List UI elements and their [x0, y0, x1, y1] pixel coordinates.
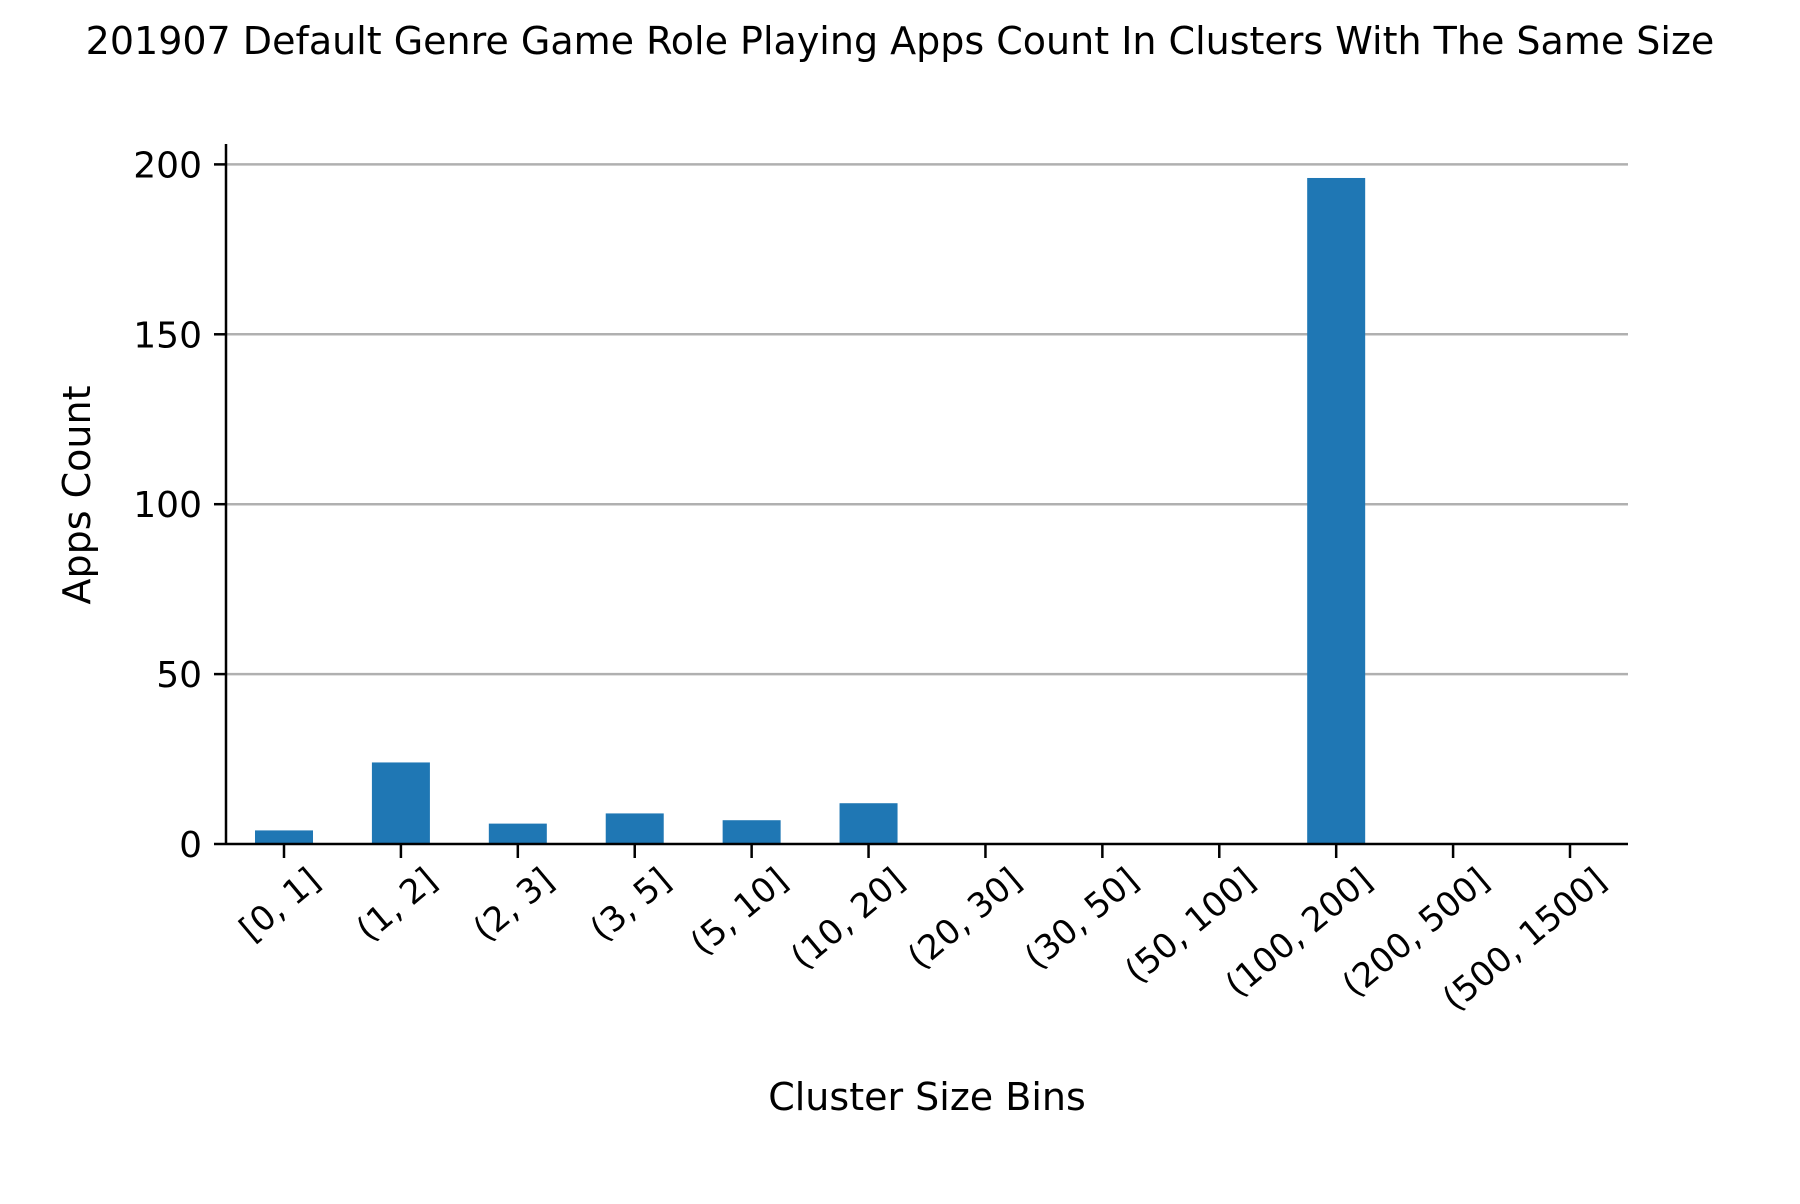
y-tick-label-4: 200 — [133, 145, 202, 186]
x-tick-label-0: [0, 1] — [232, 860, 328, 949]
x-axis-label: Cluster Size Bins — [768, 1075, 1086, 1119]
chart-title: 201907 Default Genre Game Role Playing A… — [86, 19, 1715, 63]
bar-0 — [255, 830, 313, 844]
bar-5 — [839, 803, 898, 844]
bar-9 — [1307, 177, 1366, 844]
y-tick-label-1: 50 — [156, 655, 202, 696]
y-tick-label-3: 150 — [133, 315, 202, 356]
x-tick-label-6: (20, 30] — [900, 860, 1029, 977]
bar-4 — [722, 820, 781, 844]
y-axis-label: Apps Count — [55, 386, 99, 605]
x-ticks: [0, 1] (1, 2] (2, 3] (3, 5] (5, 10](10, 20](… — [232, 844, 1614, 1019]
y-ticks: 0 50 100 150 200 — [133, 145, 226, 866]
bar-3 — [605, 813, 664, 844]
bars — [255, 177, 1366, 844]
axes — [224, 144, 1628, 846]
x-tick-label-5: (10, 20] — [783, 860, 912, 977]
x-tick-label-1: (1, 2] — [349, 860, 445, 949]
bar-1 — [371, 762, 430, 844]
x-tick-label-2: (2, 3] — [466, 860, 562, 949]
bar-2 — [488, 823, 547, 844]
y-tick-label-0: 0 — [179, 825, 202, 866]
x-tick-label-3: (3, 5] — [583, 860, 679, 949]
y-tick-label-2: 100 — [133, 485, 202, 526]
x-tick-label-4: (5, 10] — [683, 860, 795, 963]
gridlines — [226, 163, 1628, 676]
